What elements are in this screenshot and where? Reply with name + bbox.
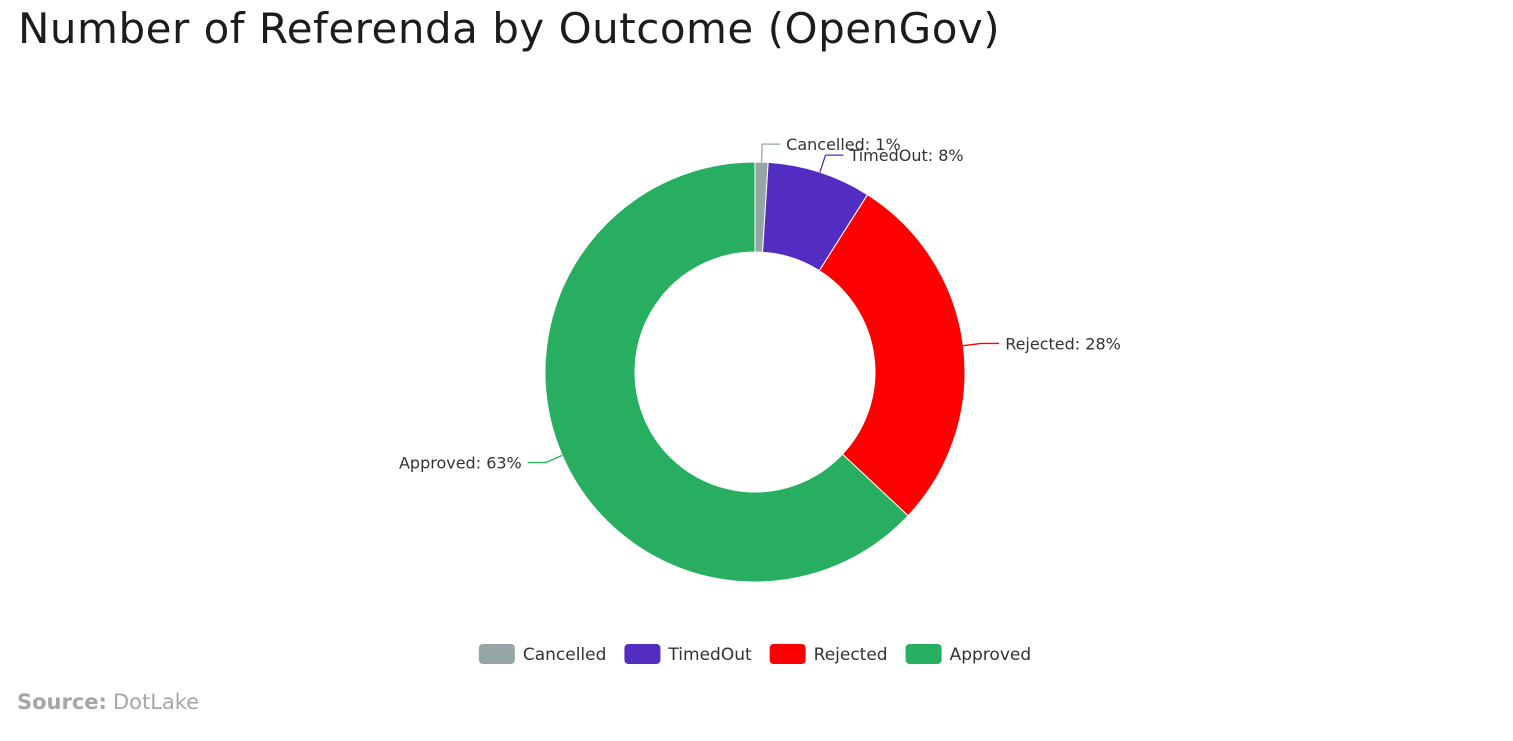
slice-labels: Cancelled: 1%TimedOut: 8% Rejected: 28% Ap…	[399, 135, 1121, 472]
source-value: DotLake	[112, 690, 200, 714]
legend-label-rejected: Rejected	[814, 645, 888, 665]
slice-rejected	[818, 194, 966, 517]
legend: Cancelled TimedOut Rejected Approved	[478, 644, 1032, 665]
legend-label-approved: Approved	[950, 645, 1032, 665]
source-note: Source: DotLake	[17, 690, 199, 714]
leader-cancelled	[760, 143, 781, 163]
legend-swatch-cancelled	[478, 644, 515, 664]
slice-approved	[544, 161, 909, 583]
label-leader-lines	[527, 143, 1000, 464]
source-label: Source:	[17, 690, 107, 714]
slice-label-cancelled: Cancelled: 1%	[786, 135, 901, 154]
legend-item-approved[interactable]: Approved	[905, 644, 1032, 665]
leader-approved	[527, 454, 563, 464]
legend-item-rejected[interactable]: Rejected	[769, 644, 888, 665]
slice-label-rejected: Rejected: 28%	[1005, 334, 1121, 353]
legend-swatch-rejected	[769, 644, 806, 664]
legend-swatch-timedout	[624, 644, 661, 664]
leader-timedout	[819, 154, 844, 173]
chart-title: Number of Referenda by Outcome (OpenGov)	[18, 4, 1001, 53]
legend-swatch-approved	[905, 644, 942, 664]
slice-label-timedout: TimedOut: 8%	[848, 146, 963, 165]
slice-label-approved: Approved: 63%	[399, 454, 522, 473]
legend-label-cancelled: Cancelled	[523, 645, 607, 665]
leader-rejected	[963, 342, 1000, 347]
legend-item-cancelled[interactable]: Cancelled	[478, 644, 607, 665]
legend-label-timedout: TimedOut	[667, 645, 752, 665]
legend-item-timedout[interactable]: TimedOut	[624, 644, 752, 665]
donut-slices	[544, 161, 966, 583]
